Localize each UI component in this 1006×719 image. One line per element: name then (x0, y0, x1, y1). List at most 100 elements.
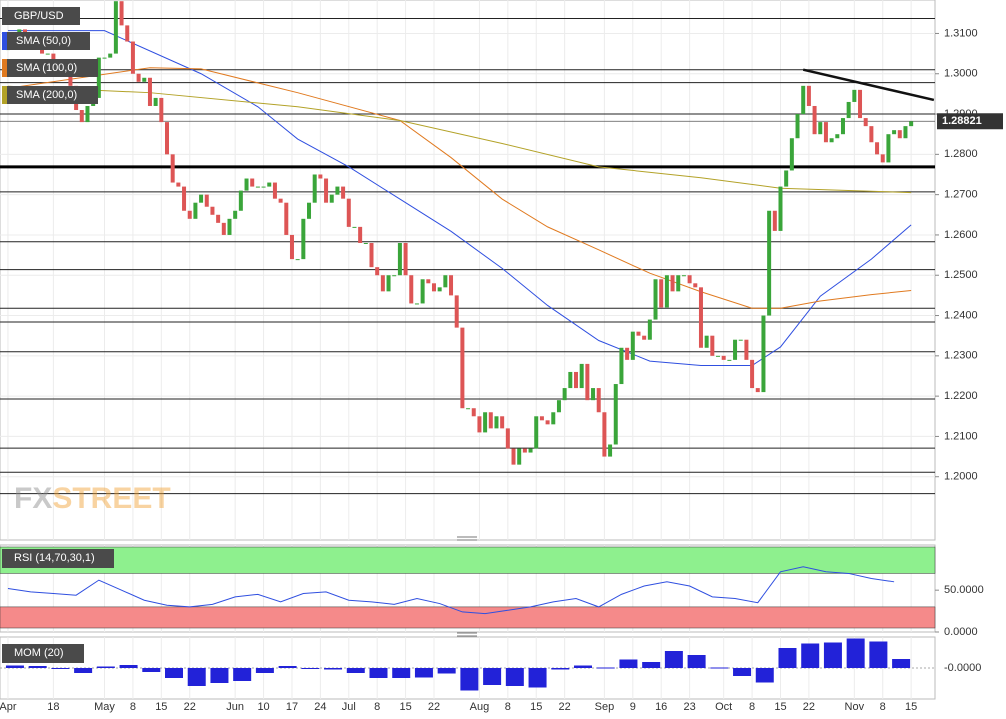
candle (687, 275, 692, 284)
candle (210, 206, 215, 215)
candle (909, 121, 914, 127)
candle (261, 186, 266, 188)
y-tick-label: -0.0000 (944, 662, 981, 674)
x-tick-label: 8 (749, 701, 755, 713)
candle (386, 275, 391, 292)
candle (216, 214, 221, 223)
candle (670, 275, 675, 292)
candle (710, 335, 715, 356)
legend-swatch (2, 86, 7, 104)
last-price-box (937, 113, 1003, 130)
candle (812, 105, 817, 135)
legend-label: SMA (50,0) (16, 35, 71, 47)
candle (551, 412, 556, 425)
candle (392, 275, 397, 277)
legend-box (2, 7, 80, 25)
mom-bar (892, 659, 911, 668)
x-tick-label: Nov (845, 701, 865, 713)
candle (238, 190, 243, 211)
x-tick-label: 22 (559, 701, 571, 713)
candle (312, 174, 317, 203)
mom-bar (778, 648, 797, 668)
y-tick-label: 1.2800 (944, 148, 978, 160)
candle (85, 105, 90, 123)
x-tick-label: 16 (655, 701, 667, 713)
trendline (802, 68, 935, 102)
candle (255, 186, 260, 188)
candle (170, 154, 175, 183)
x-tick-label: Jun (226, 701, 244, 713)
x-tick-label: 22 (184, 701, 196, 713)
candle (681, 275, 686, 277)
candle (693, 283, 698, 288)
candle (153, 97, 158, 106)
candle (352, 226, 357, 228)
candle (505, 428, 510, 449)
candle (187, 210, 192, 219)
mom-bar (573, 665, 592, 668)
mom-bar (301, 668, 320, 669)
candle (761, 315, 766, 393)
x-tick-label: 24 (314, 701, 326, 713)
candle (778, 186, 783, 231)
candle (295, 259, 300, 261)
candle (846, 101, 851, 119)
candle (823, 122, 828, 143)
mom-bar (5, 665, 24, 668)
candle (318, 174, 323, 179)
candle (324, 178, 329, 203)
y-tick-label: 1.2600 (944, 229, 978, 241)
candle (886, 134, 891, 163)
mom-bar (437, 668, 456, 674)
candle (801, 85, 806, 115)
y-tick-label: 1.2400 (944, 309, 978, 321)
x-tick-label: Apr (0, 701, 17, 713)
mom-bar (483, 668, 502, 685)
candle (534, 416, 539, 449)
legend-swatch (2, 59, 7, 77)
x-tick-label: 8 (374, 701, 380, 713)
x-tick-label: 22 (428, 701, 440, 713)
candle (477, 416, 482, 433)
candle (165, 122, 170, 155)
candle (204, 194, 209, 207)
candle (199, 194, 204, 203)
candle (301, 218, 306, 260)
candle (409, 275, 414, 304)
candle (437, 287, 442, 292)
mom-bar (687, 655, 706, 668)
x-tick-label: 15 (905, 701, 917, 713)
mom-bar (142, 668, 161, 672)
candle (375, 267, 380, 276)
candle (45, 53, 50, 55)
watermark: FXSTREET (14, 482, 171, 515)
mom-bar (596, 667, 615, 669)
candle (244, 178, 249, 191)
x-tick-label: 8 (130, 701, 136, 713)
mom-bar (96, 666, 115, 668)
candle (591, 388, 596, 401)
candle (147, 77, 152, 106)
candle (522, 448, 527, 453)
candle (267, 182, 272, 187)
candle (653, 279, 658, 320)
legend-box (2, 86, 98, 104)
x-tick-label: 15 (530, 701, 542, 713)
candle (647, 319, 652, 340)
candle (329, 194, 334, 203)
candle (704, 335, 709, 348)
candle (466, 408, 471, 410)
candle (806, 85, 811, 106)
candle (397, 243, 402, 276)
candle (869, 126, 874, 143)
mom-bar (119, 665, 138, 668)
mom-bar (710, 667, 729, 669)
y-tick-label: 1.2300 (944, 350, 978, 362)
candle (789, 138, 794, 171)
mom-bar (869, 641, 888, 668)
candle (840, 118, 845, 135)
candle (136, 73, 141, 82)
mom-bar (187, 668, 206, 686)
legend-box (2, 644, 84, 663)
